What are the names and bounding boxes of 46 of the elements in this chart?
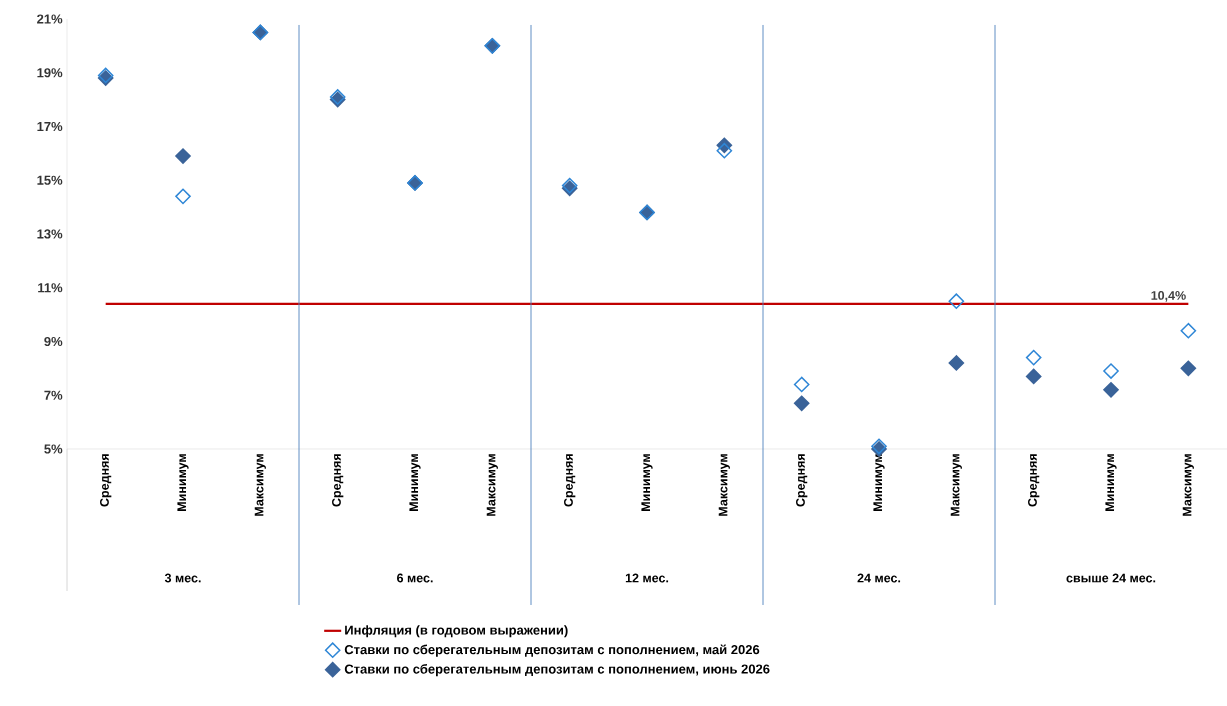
x-tick-label: Минимум	[409, 454, 421, 511]
x-tick-label: Минимум	[1105, 454, 1117, 511]
x-tick-label: Максимум	[254, 454, 266, 516]
y-tick-label: 11%	[38, 283, 63, 293]
x-tick-label: Средняя	[1028, 454, 1040, 507]
text: 12 мес.	[625, 573, 669, 583]
text: 3 мес.	[164, 573, 201, 583]
point	[716, 142, 733, 159]
point	[1103, 382, 1119, 398]
point	[1025, 349, 1042, 366]
x-tick-label: Максимум	[486, 454, 498, 516]
point	[793, 376, 810, 393]
point	[1103, 363, 1119, 379]
point	[948, 355, 965, 371]
y-tick-label: 19%	[37, 68, 63, 78]
legend-label: Ставки по сберегательным депозитам с пополнением, май 2026	[344, 644, 760, 657]
x-tick-label: Средняя	[796, 454, 808, 507]
y-tick-label: 13%	[37, 229, 63, 239]
x-tick-label: Средняя	[564, 454, 576, 507]
text: свыше 24 мес.	[1066, 573, 1156, 583]
point	[948, 293, 965, 309]
x-tick-label: Средняя	[332, 454, 344, 507]
x-tick-label: Минимум	[873, 454, 885, 511]
y-tick-label: 15%	[37, 175, 63, 185]
legend-label: Ставки по сберегательным депозитам с пополнением, июнь 2026	[344, 663, 770, 677]
text: 6 мес.	[397, 573, 433, 583]
y-tick-label: 9%	[44, 336, 63, 347]
point	[175, 188, 191, 205]
y-tick-label: 7%	[44, 390, 63, 400]
y-tick-label: 17%	[37, 121, 63, 132]
x-tick-label: Минимум	[177, 454, 189, 511]
x-tick-label: Максимум	[718, 454, 730, 516]
point	[175, 148, 191, 164]
point	[1025, 368, 1042, 385]
x-tick-label: Максимум	[1182, 454, 1194, 516]
x-tick-label: Минимум	[641, 454, 653, 511]
y-tick-label: 5%	[44, 444, 63, 454]
point	[1180, 360, 1197, 377]
legend-label: Инфляция (в годовом выражении)	[345, 625, 568, 638]
x-tick-label: Средняя	[100, 454, 112, 507]
y-tick-label: 21%	[37, 14, 63, 24]
data-label: 10,4%	[1151, 290, 1186, 302]
point	[793, 395, 810, 412]
text: 24 мес.	[857, 573, 901, 583]
point	[1180, 322, 1197, 339]
x-tick-label: Максимум	[950, 454, 962, 516]
